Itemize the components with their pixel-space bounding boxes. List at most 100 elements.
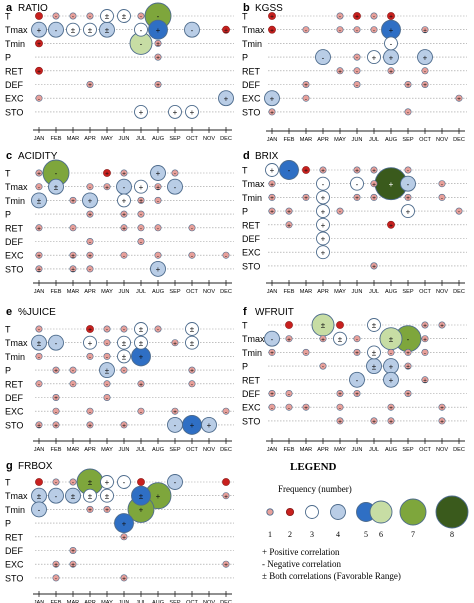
sign-label: ± — [190, 325, 195, 334]
bubble-def-sep — [404, 389, 412, 397]
sign-label: ± — [71, 253, 75, 260]
sign-label: - — [191, 253, 193, 260]
bubble-t-dec — [222, 478, 230, 486]
row-label: EXC — [5, 407, 24, 417]
row-label: Tmin — [242, 348, 262, 358]
x-tick-label: JUN — [352, 447, 363, 453]
sign-label: - — [72, 381, 74, 388]
bubble-t-apr — [319, 166, 327, 174]
sign-label: - — [407, 110, 409, 117]
row-label: RET — [242, 66, 261, 76]
x-tick-label: MAR — [67, 289, 79, 295]
sign-label: ± — [406, 364, 410, 371]
panel-b: b KGSS T Tmax Tmin P RET DEF EXC STO JAN FEB MAR APR M… — [242, 2, 467, 143]
bubble-tmin-jan — [35, 352, 43, 360]
sign-label: - — [89, 354, 91, 361]
x-tick-label: JUN — [119, 600, 130, 603]
sign-label: + — [304, 405, 308, 412]
sign-label: + — [156, 265, 161, 274]
x-tick-label: SEP — [402, 447, 413, 453]
sign-label: - — [55, 169, 58, 178]
sign-label: + — [156, 82, 160, 89]
sign-label: + — [270, 350, 274, 357]
sign-label: + — [321, 235, 326, 244]
panel-a: a RATIO T Tmax Tmin P RET DEF EXC STO JAN FEB MAR APR… — [5, 2, 234, 142]
x-tick-label: APR — [317, 289, 329, 295]
sign-label: ± — [71, 267, 75, 274]
bubble-ret-mar — [69, 380, 77, 388]
bubble-exc-mar — [69, 560, 77, 568]
bubble-tmax-jun — [353, 26, 361, 34]
row-label: RET — [5, 223, 24, 233]
bubble-tmin-jun — [117, 349, 131, 364]
bubble-sto-sep — [168, 104, 182, 119]
row-label: DEF — [5, 80, 24, 90]
sign-label: - — [356, 180, 359, 189]
sign-label: - — [322, 53, 325, 62]
row-label: STO — [5, 264, 23, 274]
panel-letter: c — [6, 150, 12, 162]
panel-e: e %JUICE T Tmax Tmin P RET DEF EXC STO JAN FEB MAR AP… — [5, 306, 234, 453]
sign-label: - — [89, 184, 91, 191]
bubble-tmin-jun — [117, 193, 131, 208]
bubble-tmax-mar — [66, 22, 80, 37]
sign-label: ± — [139, 325, 144, 334]
bubble-tmax-jul — [370, 26, 378, 34]
sign-label: - — [38, 381, 40, 388]
sign-label: - — [174, 421, 177, 430]
sign-label: - — [191, 225, 193, 232]
sign-label: - — [140, 26, 143, 35]
sign-label: + — [105, 507, 109, 514]
sign-label: + — [37, 68, 41, 75]
bubble-exc-mar — [302, 403, 310, 411]
bubble-p-may — [99, 362, 115, 379]
bubble-tmin-jul — [370, 193, 378, 201]
sign-label: ± — [372, 321, 377, 330]
sign-label: - — [225, 253, 227, 260]
bubble-ret-jan — [35, 224, 43, 232]
bubble-ret-oct — [421, 376, 429, 384]
bubble-ret-may — [336, 67, 344, 75]
x-tick-label: JAN — [267, 447, 278, 453]
bubble-exc-apr — [316, 245, 330, 260]
x-tick-label: OCT — [419, 447, 431, 453]
sign-label: + — [389, 362, 394, 371]
bubble-tmax-apr — [319, 335, 327, 343]
panel-title: WFRUIT — [255, 307, 294, 318]
x-tick-label: JUL — [136, 447, 146, 453]
bubble-t-jul — [137, 12, 145, 20]
row-label: Tmin — [5, 196, 25, 206]
x-tick-label: DEC — [220, 447, 232, 453]
legend-bubbles: 1 2 3 4 5 6 7 8 — [266, 495, 469, 539]
sign-label: + — [406, 195, 410, 202]
x-tick-label: MAY — [101, 600, 113, 603]
bubble-def-jun — [353, 389, 361, 397]
bubble-ret-jun — [349, 371, 365, 388]
row-label: P — [242, 362, 248, 372]
bubble-tmin-jan — [35, 39, 43, 48]
panel-title: RATIO — [18, 3, 48, 14]
bubble-ret-mar — [69, 224, 77, 232]
bubble-sto-nov — [201, 416, 217, 433]
x-tick-label: OCT — [186, 289, 198, 295]
legend-bubble-label: 8 — [450, 530, 454, 539]
bubble-t-jan — [35, 12, 43, 20]
x-tick-label: OCT — [186, 600, 198, 603]
bubble-p-apr — [319, 362, 327, 370]
bubble-t-may — [100, 9, 114, 23]
sign-label: - — [89, 267, 91, 274]
sign-label: - — [140, 40, 143, 49]
sign-label: - — [458, 209, 460, 216]
sign-label: - — [191, 381, 193, 388]
row-label: Tmax — [5, 338, 28, 348]
sign-label: - — [305, 350, 307, 357]
bubble-p-apr — [86, 210, 94, 218]
bubble-sto-feb — [52, 574, 60, 582]
sign-label: + — [139, 183, 144, 192]
bubble-tmax-may — [333, 331, 347, 346]
sign-label: - — [55, 339, 58, 348]
bubble-exc-nov — [438, 403, 446, 411]
bubble-tmax-jan — [31, 21, 47, 38]
bubble-exc-mar — [302, 94, 310, 102]
bubble-tmin-jul — [367, 345, 381, 360]
